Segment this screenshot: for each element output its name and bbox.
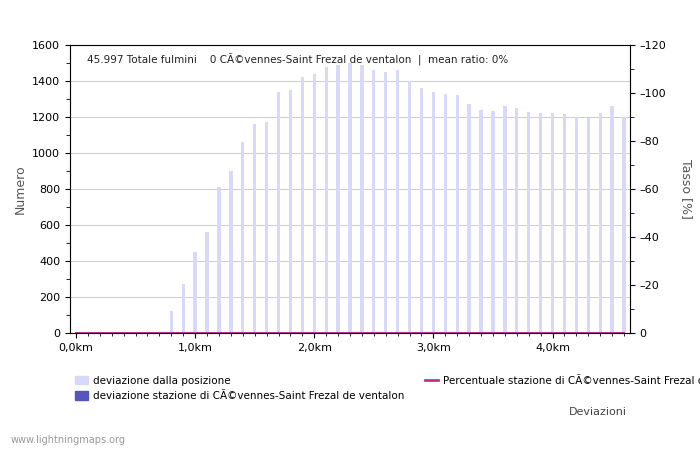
Bar [551, 113, 554, 333]
Bar [539, 112, 542, 333]
Bar [384, 72, 387, 333]
Bar [265, 122, 268, 333]
Text: www.lightningmaps.org: www.lightningmaps.org [10, 435, 125, 445]
Bar [313, 74, 316, 333]
Bar [456, 95, 459, 333]
Bar [622, 117, 626, 333]
Bar [408, 81, 411, 333]
Bar [598, 113, 602, 333]
Bar [503, 106, 507, 333]
Bar [276, 92, 280, 333]
Bar [325, 67, 328, 333]
Bar [193, 252, 197, 333]
Y-axis label: Tasso [%]: Tasso [%] [680, 159, 694, 219]
Bar [289, 90, 292, 333]
Text: Deviazioni: Deviazioni [568, 407, 627, 417]
Legend: deviazione dalla posizione, deviazione stazione di CÃ©vennes-Saint Frezal de ven: deviazione dalla posizione, deviazione s… [75, 376, 700, 401]
Bar [169, 311, 173, 333]
Bar [420, 88, 424, 333]
Bar [253, 124, 256, 333]
Bar [301, 76, 304, 333]
Bar [468, 104, 471, 333]
Bar [349, 63, 351, 333]
Bar [217, 187, 220, 333]
Bar [575, 117, 578, 333]
Bar [610, 106, 614, 333]
Bar [515, 108, 519, 333]
Bar [587, 118, 590, 333]
Y-axis label: Numero: Numero [13, 164, 27, 214]
Bar [205, 232, 209, 333]
Bar [181, 284, 185, 333]
Bar [396, 70, 399, 333]
Bar [527, 112, 531, 333]
Bar [241, 142, 244, 333]
Bar [491, 111, 495, 333]
Bar [480, 110, 483, 333]
Bar [337, 65, 340, 333]
Bar [563, 114, 566, 333]
Bar [432, 92, 435, 333]
Bar [360, 65, 363, 333]
Text: 45.997 Totale fulmini    0 CÃ©vennes-Saint Frezal de ventalon  |  mean ratio: 0%: 45.997 Totale fulmini 0 CÃ©vennes-Saint … [87, 54, 508, 66]
Bar [229, 171, 232, 333]
Bar [372, 70, 375, 333]
Bar [444, 94, 447, 333]
